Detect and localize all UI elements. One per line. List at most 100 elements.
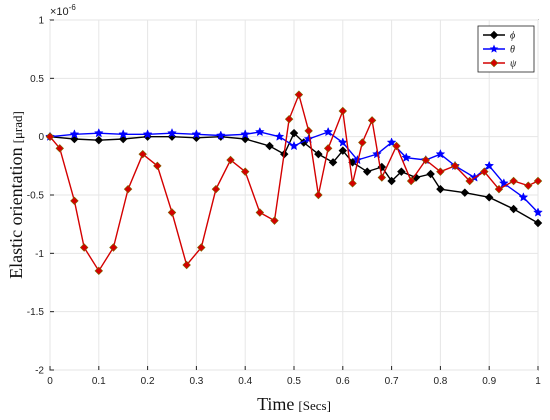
data-point bbox=[533, 207, 543, 217]
data-point bbox=[435, 149, 446, 159]
data-point bbox=[254, 126, 265, 137]
data-point bbox=[358, 138, 367, 147]
data-point bbox=[314, 149, 323, 159]
data-point bbox=[55, 144, 64, 153]
data-point bbox=[362, 167, 372, 176]
data-point bbox=[240, 129, 251, 139]
y-tick-label: -1 bbox=[35, 249, 44, 260]
y-tick-label: -1.5 bbox=[27, 307, 45, 318]
data-point bbox=[294, 90, 304, 99]
data-point bbox=[348, 179, 357, 188]
data-point bbox=[274, 131, 285, 141]
series-3 bbox=[45, 90, 543, 276]
data-point bbox=[143, 132, 152, 141]
y-multiplier: ×10-6 bbox=[50, 3, 76, 18]
data-point bbox=[270, 216, 279, 225]
data-point bbox=[123, 184, 133, 194]
data-point bbox=[533, 176, 543, 186]
data-point bbox=[387, 176, 396, 186]
data-point bbox=[45, 132, 55, 141]
data-point bbox=[450, 161, 460, 171]
data-point bbox=[465, 176, 474, 186]
data-point bbox=[191, 129, 202, 139]
data-point bbox=[118, 129, 129, 139]
data-point bbox=[138, 149, 147, 159]
x-tick-label: 0.9 bbox=[482, 376, 496, 387]
data-point bbox=[197, 243, 206, 252]
legend-label: ϕ bbox=[510, 31, 515, 42]
data-point bbox=[337, 137, 348, 147]
data-point bbox=[367, 116, 377, 125]
data-point bbox=[401, 152, 412, 162]
data-point bbox=[338, 106, 348, 116]
data-point bbox=[70, 196, 79, 206]
x-tick-label: 0.1 bbox=[92, 376, 106, 387]
data-point bbox=[338, 146, 348, 155]
data-point bbox=[284, 114, 294, 124]
x-tick-label: 0 bbox=[47, 376, 53, 387]
legend-marker bbox=[489, 30, 499, 40]
data-point bbox=[167, 128, 177, 138]
data-point bbox=[79, 243, 89, 252]
data-point bbox=[509, 204, 518, 214]
x-axis-unit: [Secs] bbox=[298, 398, 331, 413]
data-point bbox=[182, 260, 191, 270]
x-tick-label: 0.4 bbox=[238, 376, 252, 387]
data-point bbox=[93, 128, 104, 138]
x-tick-label: 0.6 bbox=[336, 376, 350, 387]
data-point bbox=[323, 144, 333, 153]
data-point bbox=[211, 184, 221, 194]
legend-marker bbox=[489, 44, 499, 53]
data-point bbox=[215, 130, 226, 140]
y-axis-title: Elastic orientation [μrad] bbox=[6, 111, 26, 279]
data-point bbox=[484, 193, 494, 202]
data-point bbox=[386, 137, 397, 147]
data-point bbox=[484, 160, 495, 170]
data-point bbox=[265, 141, 274, 151]
y-axis-ticks: -2 -1.5 -1 -0.5 0 0.5 1 bbox=[27, 16, 54, 377]
data-point bbox=[153, 161, 162, 171]
y-tick-label: 1 bbox=[38, 16, 44, 27]
legend: ϕθψ bbox=[477, 25, 535, 73]
data-point bbox=[289, 128, 299, 138]
data-point bbox=[69, 129, 80, 139]
x-tick-label: 1 bbox=[535, 376, 541, 387]
data-point bbox=[436, 167, 445, 176]
data-point bbox=[167, 208, 177, 217]
x-tick-label: 0.8 bbox=[433, 376, 447, 387]
data-point bbox=[509, 176, 518, 186]
data-point bbox=[255, 208, 265, 217]
data-point bbox=[94, 266, 104, 276]
legend-marker bbox=[489, 58, 499, 68]
data-point bbox=[421, 155, 430, 165]
data-point bbox=[372, 149, 382, 159]
y-tick-label: -0.5 bbox=[27, 191, 45, 202]
data-point bbox=[377, 173, 387, 182]
data-point bbox=[240, 167, 250, 176]
data-point bbox=[328, 158, 338, 167]
y-tick-label: 0 bbox=[38, 132, 44, 143]
data-point bbox=[109, 243, 118, 252]
series-layer bbox=[45, 90, 543, 276]
y-multiplier-base: ×10 bbox=[50, 6, 69, 18]
legend-label: θ bbox=[510, 45, 515, 56]
data-point bbox=[397, 167, 406, 176]
data-point bbox=[392, 141, 401, 151]
data-point bbox=[323, 126, 334, 137]
x-tick-label: 0.7 bbox=[385, 376, 399, 387]
data-point bbox=[494, 184, 504, 194]
data-point bbox=[480, 167, 489, 176]
data-point bbox=[94, 135, 104, 145]
data-point bbox=[289, 140, 299, 151]
x-axis-ticks: 0 0.1 0.2 0.3 0.4 0.5 0.6 0.7 0.8 0.9 1 bbox=[47, 366, 541, 387]
y-axis-unit: [μrad] bbox=[10, 111, 25, 143]
data-point bbox=[436, 184, 445, 194]
x-tick-label: 0.5 bbox=[287, 376, 301, 387]
x-tick-label: 0.3 bbox=[189, 376, 203, 387]
data-point bbox=[524, 181, 533, 190]
y-tick-label: -2 bbox=[35, 366, 44, 377]
x-axis-title: Time [Secs] bbox=[257, 394, 331, 414]
data-point bbox=[142, 129, 153, 139]
y-tick-label: 0.5 bbox=[30, 74, 44, 85]
